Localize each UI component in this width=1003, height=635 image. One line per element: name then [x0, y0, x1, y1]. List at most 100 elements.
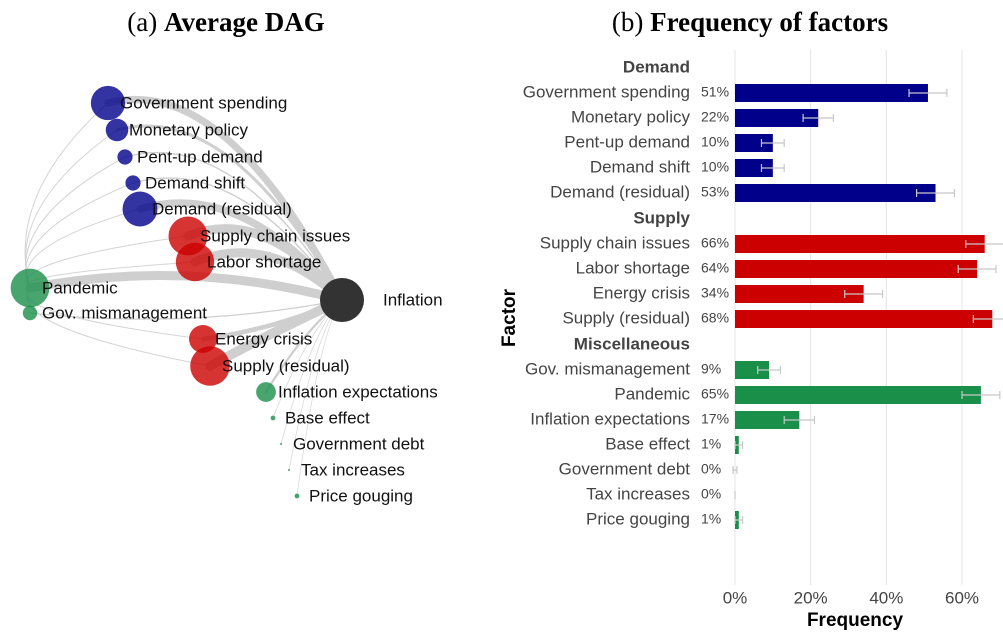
node-label: Demand shift	[145, 173, 245, 192]
error-bar	[961, 391, 1001, 399]
value-label: 10%	[701, 159, 729, 175]
target-node	[320, 278, 364, 322]
node	[270, 415, 276, 421]
error-bar	[734, 441, 744, 449]
category-label: Pent-up demand	[564, 132, 690, 151]
bar	[735, 361, 770, 379]
node-label: Tax increases	[301, 460, 405, 479]
value-label: 0%	[701, 461, 721, 477]
value-label: 65%	[701, 386, 729, 402]
value-label: 51%	[701, 84, 729, 100]
node	[280, 443, 282, 445]
node-label: Base effect	[285, 408, 370, 427]
bar	[735, 411, 800, 429]
target-label: Inflation	[383, 290, 443, 309]
category-label: Gov. mismanagement	[525, 359, 690, 378]
bar	[735, 235, 985, 253]
category-label: Government debt	[559, 459, 691, 478]
node	[288, 469, 290, 471]
value-label: 53%	[701, 184, 729, 200]
nodes: Government spending Monetary policy Pent-u…	[10, 85, 443, 505]
node-label: Supply (residual)	[222, 356, 350, 375]
category-label: Pandemic	[614, 384, 690, 403]
value-label: 64%	[701, 260, 729, 276]
error-bar	[957, 265, 997, 273]
edge	[26, 287, 211, 367]
error-bar	[734, 516, 744, 524]
category-label: Demand shift	[590, 157, 690, 176]
group-label: Supply	[633, 208, 690, 227]
bar	[735, 184, 936, 202]
group-label: Miscellaneous	[574, 334, 690, 353]
error-bar	[760, 139, 785, 147]
error-bar	[844, 290, 884, 298]
node-label: Pandemic	[42, 278, 118, 297]
x-tick-label: 20%	[794, 588, 828, 607]
panel-label: (b)	[612, 7, 643, 37]
node-label: Government debt	[293, 434, 425, 453]
node	[189, 325, 217, 353]
node-label: Labor shortage	[207, 252, 321, 271]
title-text: Average DAG	[164, 7, 325, 37]
error-bar	[732, 466, 738, 474]
bar-chart: 0% 20% 40% 60% Demand Government spending 51% M…	[523, 50, 1003, 607]
dag-title: (a) Average DAG	[127, 7, 324, 37]
node	[122, 191, 158, 227]
node	[10, 268, 50, 308]
node-label: Inflation expectations	[278, 382, 438, 401]
x-tick-label: 0%	[723, 588, 748, 607]
category-label: Government spending	[523, 82, 690, 101]
error-bar	[783, 416, 816, 424]
value-label: 66%	[701, 235, 729, 251]
panel-label: (a)	[127, 7, 157, 37]
error-bar	[760, 164, 785, 172]
node-label: Monetary policy	[129, 120, 249, 139]
value-label: 68%	[701, 310, 729, 326]
node	[125, 175, 141, 191]
node	[90, 85, 126, 121]
category-label: Monetary policy	[571, 107, 691, 126]
node	[294, 493, 300, 499]
node-label: Energy crisis	[215, 329, 312, 348]
x-axis-title: Frequency	[807, 610, 904, 631]
dag: Government spending Monetary policy Pent-u…	[10, 85, 443, 505]
category-label: Energy crisis	[593, 283, 690, 302]
category-label: Price gouging	[586, 509, 690, 528]
error-bar	[965, 240, 1003, 248]
category-label: Supply chain issues	[540, 233, 690, 252]
category-label: Labor shortage	[576, 258, 690, 277]
value-label: 1%	[701, 436, 721, 452]
value-label: 17%	[701, 411, 729, 427]
value-label: 0%	[701, 486, 721, 502]
y-axis-title: Factor	[499, 288, 520, 347]
bar	[735, 386, 981, 404]
bar	[735, 109, 819, 127]
category-label: Inflation expectations	[530, 409, 690, 428]
edge	[124, 151, 343, 301]
edge	[104, 95, 346, 304]
x-tick-label: 60%	[945, 588, 979, 607]
edge	[24, 129, 118, 289]
bar	[735, 285, 864, 303]
bar	[735, 260, 978, 278]
value-label: 1%	[701, 511, 721, 527]
edge	[29, 299, 343, 320]
edge	[115, 124, 344, 302]
chart-title: (b) Frequency of factors	[612, 7, 888, 37]
bar	[735, 159, 773, 177]
node	[175, 242, 215, 282]
bar	[735, 134, 773, 152]
value-label: 34%	[701, 285, 729, 301]
bars	[732, 84, 1003, 529]
category-label: Supply (residual)	[562, 308, 690, 327]
error-bar	[757, 366, 781, 374]
node-label: Pent-up demand	[137, 147, 263, 166]
bar	[735, 84, 928, 102]
error-bar	[908, 89, 948, 97]
title-text: Frequency of factors	[650, 7, 888, 37]
node-label: Supply chain issues	[200, 226, 350, 245]
category-label: Tax increases	[586, 484, 690, 503]
node	[256, 382, 276, 402]
group-label: Demand	[623, 57, 690, 76]
